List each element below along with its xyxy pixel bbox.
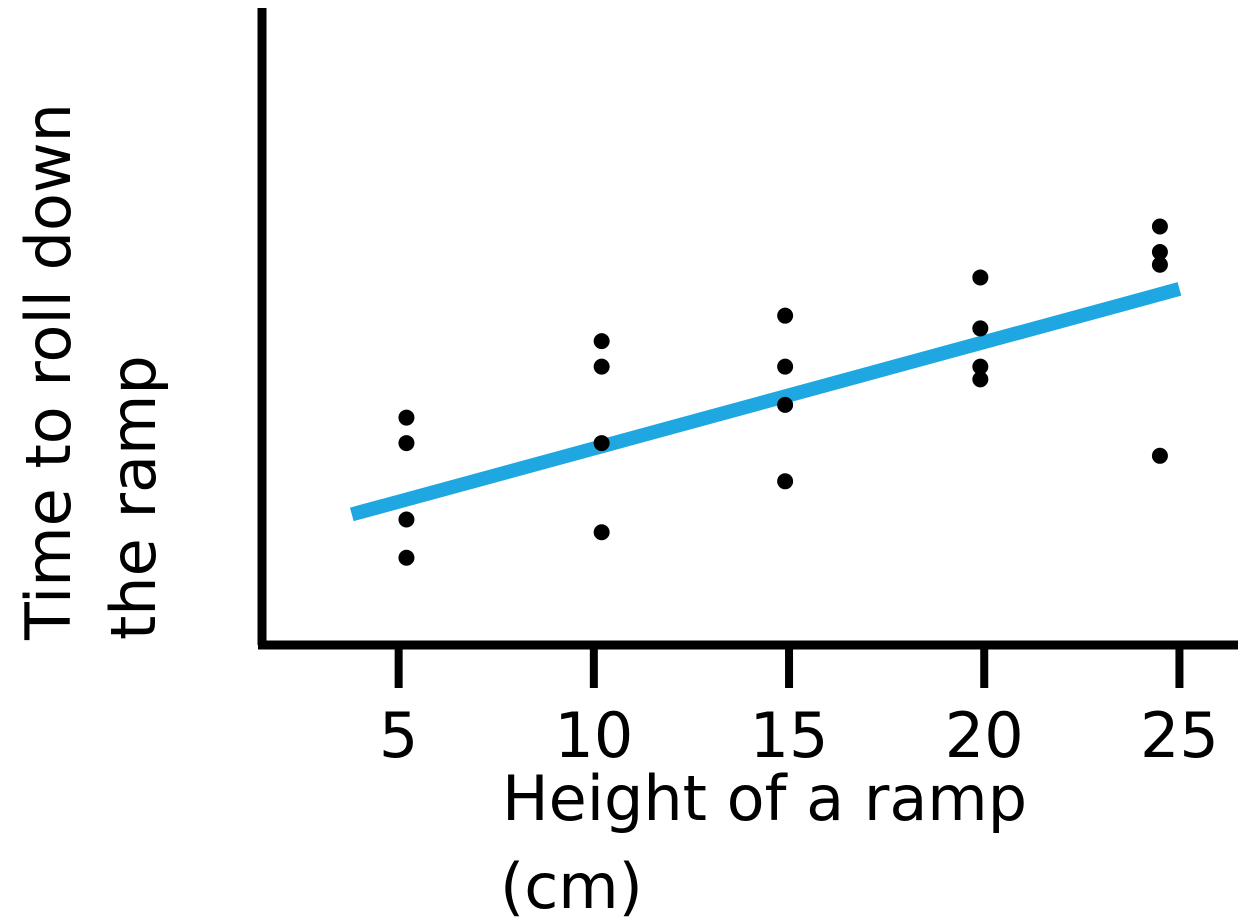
data-point-19 — [1151, 447, 1168, 464]
x-axis-title-line-2: (cm) — [500, 850, 643, 922]
data-point-6 — [593, 435, 610, 452]
data-point-15 — [972, 371, 989, 388]
data-point-3 — [398, 549, 415, 566]
y-axis-title-line-1: Time to roll down — [12, 103, 85, 641]
data-point-1 — [398, 435, 415, 452]
data-point-4 — [593, 333, 610, 350]
x-tick-label-5: 5 — [379, 699, 418, 772]
trend-line — [349, 282, 1182, 522]
data-point-13 — [972, 320, 989, 337]
data-point-12 — [972, 269, 989, 286]
data-point-18 — [1151, 256, 1168, 273]
data-point-11 — [777, 473, 794, 490]
x-tick-label-20: 20 — [945, 699, 1024, 772]
data-point-10 — [777, 396, 794, 413]
data-point-7 — [593, 524, 610, 541]
data-point-0 — [398, 409, 415, 426]
y-axis-title-line-2: the ramp — [97, 355, 170, 640]
data-point-14 — [972, 358, 989, 375]
data-point-17 — [1151, 243, 1168, 260]
data-point-2 — [398, 511, 415, 528]
x-tick-label-10: 10 — [554, 699, 633, 772]
x-tick-label-25: 25 — [1140, 699, 1219, 772]
data-point-8 — [777, 307, 794, 324]
data-point-16 — [1151, 218, 1168, 235]
x-axis-tick-labels: 5 10 15 20 25 — [379, 699, 1219, 772]
x-axis-title-line-1: Height of a ramp — [502, 762, 1027, 835]
x-tick-label-15: 15 — [750, 699, 829, 772]
data-points — [398, 218, 1168, 566]
x-axis-ticks — [394, 645, 1184, 688]
data-point-5 — [593, 358, 610, 375]
data-point-9 — [777, 358, 794, 375]
